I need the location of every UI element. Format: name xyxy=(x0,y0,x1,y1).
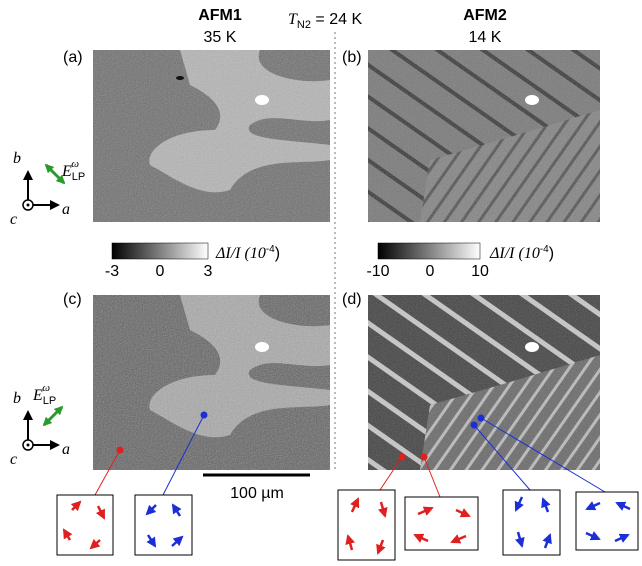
text-part: ) xyxy=(549,245,554,262)
column-temperature: 14 K xyxy=(469,29,502,46)
colorbar xyxy=(112,243,208,259)
scale-bar-label: 100 µm xyxy=(230,485,284,502)
colorbar-label: ΔI/I (10-4) xyxy=(489,244,554,262)
axis-label: c xyxy=(10,451,17,468)
text-part: LP xyxy=(43,395,56,407)
transition-temperature: TN2 = 24 K xyxy=(288,11,362,31)
panel-label: (c) xyxy=(63,291,82,308)
text-part: ω xyxy=(42,382,50,394)
panel-label: (a) xyxy=(63,49,83,66)
axis-label: b xyxy=(13,150,21,167)
colorbar-tick: -10 xyxy=(366,263,389,280)
axis-label: a xyxy=(62,441,70,458)
colorbar-tick: 0 xyxy=(426,263,435,280)
field-label: ELPω xyxy=(32,382,56,407)
text-part: ω xyxy=(71,158,79,170)
image-a xyxy=(93,50,330,222)
figure: AFM1 35 K TN2 = 24 K AFM2 14 K (a) (b) -… xyxy=(0,0,642,561)
colorbar-tick: 3 xyxy=(204,263,213,280)
text-part: ΔI/I (10 xyxy=(489,245,540,262)
text-part: LP xyxy=(72,171,85,183)
field-label: ELPω xyxy=(61,158,85,183)
colorbar xyxy=(378,243,480,259)
colorbar-label: ΔI/I (10-4) xyxy=(215,244,280,262)
axis-label: c xyxy=(10,211,17,228)
colorbar-tick: 10 xyxy=(471,263,489,280)
panel-label: (d) xyxy=(342,291,362,308)
column-title: AFM1 xyxy=(198,7,242,24)
text-part: ΔI/I (10 xyxy=(215,245,266,262)
text-part: N2 xyxy=(297,19,311,31)
image-d xyxy=(368,295,600,470)
image-c xyxy=(93,295,330,470)
axis-label: a xyxy=(62,201,70,218)
axes-glyph xyxy=(23,165,64,450)
axis-label: b xyxy=(13,390,21,407)
column-title: AFM2 xyxy=(463,7,507,24)
image-b xyxy=(368,50,600,222)
text-part: ) xyxy=(275,245,280,262)
text-part: = 24 K xyxy=(311,11,362,28)
column-temperature: 35 K xyxy=(204,29,237,46)
colorbar-tick: 0 xyxy=(156,263,165,280)
panel-label: (b) xyxy=(342,49,362,66)
colorbar-tick: -3 xyxy=(105,263,119,280)
